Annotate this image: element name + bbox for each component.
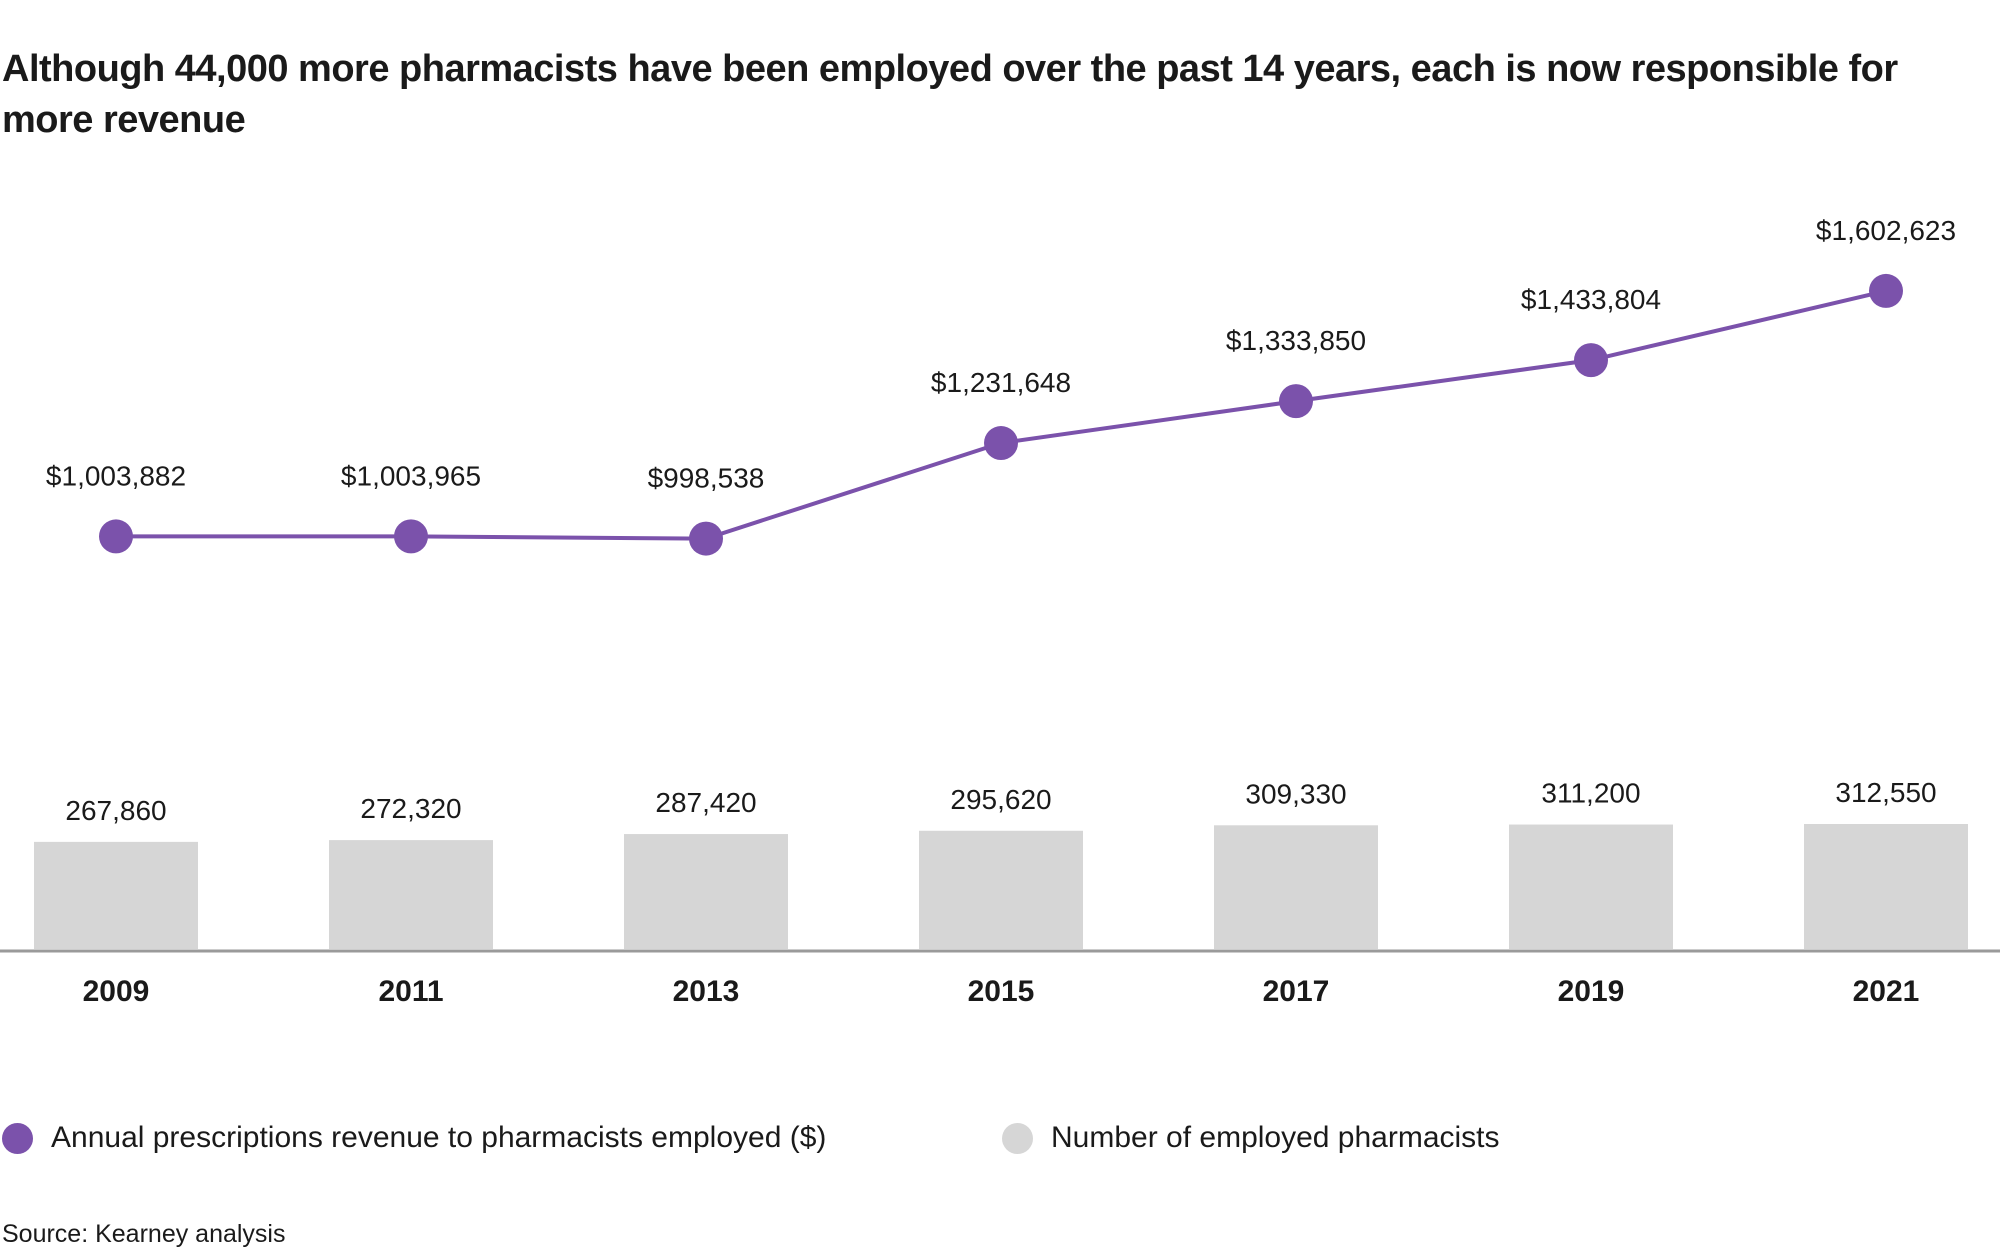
line-value-label: $1,433,804 xyxy=(1521,284,1661,315)
chart-title: Although 44,000 more pharmacists have be… xyxy=(2,48,1898,141)
line-point xyxy=(1869,273,1903,308)
line-value-label: $1,231,648 xyxy=(931,367,1071,398)
bar xyxy=(1804,824,1968,949)
legend-item-pharmacists: Number of employed pharmacists xyxy=(1002,1121,1500,1155)
legend-item-revenue: Annual prescriptions revenue to pharmaci… xyxy=(2,1121,826,1155)
bar-series: 267,860 272,320 287,420 295,620 309,330 311,2… xyxy=(34,777,1968,949)
line-point xyxy=(689,521,723,556)
legend-label-pharmacists: Number of employed pharmacists xyxy=(1051,1121,1500,1154)
bar xyxy=(1509,824,1673,949)
line-value-label: $1,003,965 xyxy=(341,460,481,491)
bar-value-label: 267,860 xyxy=(65,795,166,826)
bar-value-label: 311,200 xyxy=(1541,778,1640,809)
gray-circle-icon xyxy=(1002,1122,1033,1154)
line-series: $1,003,882 $1,003,965 $998,538 $1,231,648 $1… xyxy=(46,215,1956,556)
bar-value-label: 309,330 xyxy=(1245,778,1346,809)
x-tick-label: 2011 xyxy=(378,975,443,1008)
bar xyxy=(329,840,493,949)
line-point xyxy=(1279,384,1313,419)
bar xyxy=(919,830,1083,949)
bar-value-label: 295,620 xyxy=(950,784,1051,815)
revenue-line xyxy=(115,288,1887,541)
x-axis-tick-labels: 2009 2011 2013 2015 2017 2019 2021 xyxy=(83,975,1920,1008)
line-point xyxy=(984,426,1018,461)
x-tick-label: 2013 xyxy=(673,975,740,1008)
x-tick-label: 2021 xyxy=(1853,975,1920,1008)
bar xyxy=(34,841,198,949)
legend-label-revenue: Annual prescriptions revenue to pharmaci… xyxy=(51,1121,827,1154)
line-value-label: $1,602,623 xyxy=(1816,215,1956,246)
bar xyxy=(624,834,788,949)
x-tick-label: 2009 xyxy=(83,975,150,1008)
source-note: Source: Kearney analysis xyxy=(2,1220,286,1248)
bar-value-label: 272,320 xyxy=(360,793,461,824)
line-point xyxy=(99,519,133,554)
line-point xyxy=(1574,343,1608,378)
x-tick-label: 2017 xyxy=(1263,975,1330,1008)
x-tick-label: 2019 xyxy=(1558,975,1625,1008)
bar-value-label: 287,420 xyxy=(655,787,756,818)
line-value-label: $1,003,882 xyxy=(46,460,186,491)
line-value-label: $1,333,850 xyxy=(1226,325,1366,356)
bar xyxy=(1214,825,1378,949)
line-value-label: $998,538 xyxy=(648,463,765,494)
x-tick-label: 2015 xyxy=(968,975,1035,1008)
bar-value-label: 312,550 xyxy=(1835,777,1936,808)
line-point xyxy=(394,519,428,554)
purple-circle-icon xyxy=(2,1122,33,1154)
